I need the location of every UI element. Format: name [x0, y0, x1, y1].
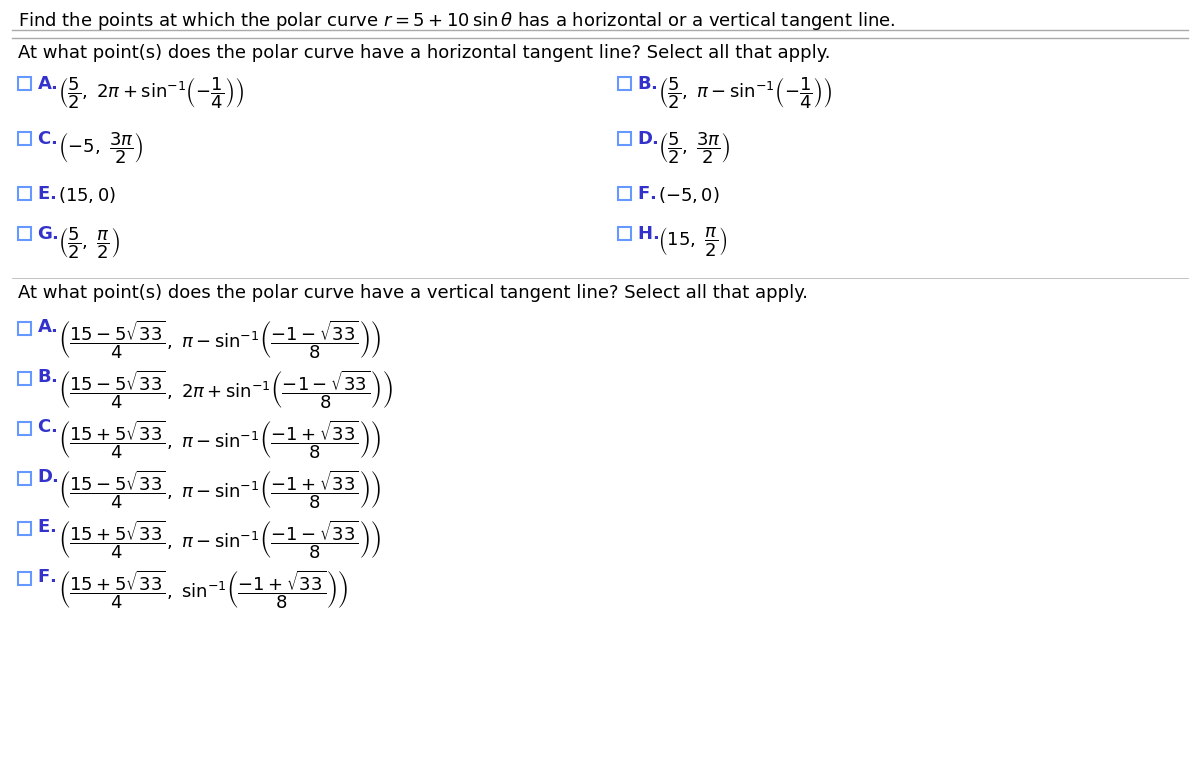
Text: $\left(15,\ \dfrac{\pi}{2}\right)$: $\left(15,\ \dfrac{\pi}{2}\right)$ [658, 225, 727, 258]
Text: $\mathbf{A.}$: $\mathbf{A.}$ [37, 75, 58, 93]
Bar [18, 372, 31, 385]
Text: $\left(\dfrac{5}{2},\ \dfrac{3\pi}{2}\right)$: $\left(\dfrac{5}{2},\ \dfrac{3\pi}{2}\ri… [658, 130, 731, 166]
Bar [618, 227, 631, 240]
Text: $\mathbf{H.}$: $\mathbf{H.}$ [637, 225, 659, 243]
Text: $\mathbf{C.}$: $\mathbf{C.}$ [37, 418, 58, 436]
Text: $\mathbf{A.}$: $\mathbf{A.}$ [37, 318, 58, 336]
Text: $\mathbf{B.}$: $\mathbf{B.}$ [37, 368, 58, 386]
Text: $\left(\dfrac{5}{2},\ \dfrac{\pi}{2}\right)$: $\left(\dfrac{5}{2},\ \dfrac{\pi}{2}\rig… [58, 225, 120, 261]
Text: $\left(\dfrac{5}{2},\ \pi - \sin^{-1}\!\left(-\dfrac{1}{4}\right)\right)$: $\left(\dfrac{5}{2},\ \pi - \sin^{-1}\!\… [658, 75, 833, 110]
Text: $\mathbf{D.}$: $\mathbf{D.}$ [637, 130, 659, 148]
Text: $\left(\dfrac{15-5\sqrt{33}}{4},\ \pi - \sin^{-1}\!\left(\dfrac{-1-\sqrt{33}}{8}: $\left(\dfrac{15-5\sqrt{33}}{4},\ \pi - … [58, 318, 382, 360]
Text: $\left(\dfrac{5}{2},\ 2\pi + \sin^{-1}\!\left(-\dfrac{1}{4}\right)\right)$: $\left(\dfrac{5}{2},\ 2\pi + \sin^{-1}\!… [58, 75, 244, 110]
Text: $(15, 0)$: $(15, 0)$ [58, 185, 116, 205]
Text: $\mathbf{G.}$: $\mathbf{G.}$ [37, 225, 59, 243]
Bar [618, 187, 631, 200]
Bar [18, 227, 31, 240]
Bar [18, 187, 31, 200]
Text: $\mathbf{B.}$: $\mathbf{B.}$ [637, 75, 658, 93]
Bar [18, 322, 31, 335]
Text: At what point(s) does the polar curve have a vertical tangent line? Select all t: At what point(s) does the polar curve ha… [18, 284, 808, 302]
Text: $\mathbf{E.}$: $\mathbf{E.}$ [37, 518, 56, 536]
Bar [18, 422, 31, 435]
Bar [18, 77, 31, 90]
Text: $\left(-5,\ \dfrac{3\pi}{2}\right)$: $\left(-5,\ \dfrac{3\pi}{2}\right)$ [58, 130, 144, 166]
Text: $\left(\dfrac{15+5\sqrt{33}}{4},\ \pi - \sin^{-1}\!\left(\dfrac{-1-\sqrt{33}}{8}: $\left(\dfrac{15+5\sqrt{33}}{4},\ \pi - … [58, 518, 382, 561]
Bar [18, 132, 31, 145]
Bar [618, 132, 631, 145]
Bar [618, 77, 631, 90]
Text: $\mathbf{C.}$: $\mathbf{C.}$ [37, 130, 58, 148]
Text: $\mathbf{F.}$: $\mathbf{F.}$ [37, 568, 56, 586]
Bar [18, 572, 31, 585]
Bar [18, 522, 31, 535]
Text: At what point(s) does the polar curve have a horizontal tangent line? Select all: At what point(s) does the polar curve ha… [18, 44, 830, 62]
Text: $(-5, 0)$: $(-5, 0)$ [658, 185, 720, 205]
Text: $\mathbf{D.}$: $\mathbf{D.}$ [37, 468, 59, 486]
Text: $\mathbf{E.}$: $\mathbf{E.}$ [37, 185, 56, 203]
Bar [18, 472, 31, 485]
Text: Find the points at which the polar curve $r = 5 + 10\,\sin\theta$ has a horizont: Find the points at which the polar curve… [18, 10, 895, 32]
Text: $\left(\dfrac{15-5\sqrt{33}}{4},\ \pi - \sin^{-1}\!\left(\dfrac{-1+\sqrt{33}}{8}: $\left(\dfrac{15-5\sqrt{33}}{4},\ \pi - … [58, 468, 382, 511]
Text: $\left(\dfrac{15+5\sqrt{33}}{4},\ \sin^{-1}\!\left(\dfrac{-1+\sqrt{33}}{8}\right: $\left(\dfrac{15+5\sqrt{33}}{4},\ \sin^{… [58, 568, 348, 611]
Text: $\mathbf{F.}$: $\mathbf{F.}$ [637, 185, 656, 203]
Text: $\left(\dfrac{15-5\sqrt{33}}{4},\ 2\pi + \sin^{-1}\!\left(\dfrac{-1-\sqrt{33}}{8: $\left(\dfrac{15-5\sqrt{33}}{4},\ 2\pi +… [58, 368, 392, 410]
Text: $\left(\dfrac{15+5\sqrt{33}}{4},\ \pi - \sin^{-1}\!\left(\dfrac{-1+\sqrt{33}}{8}: $\left(\dfrac{15+5\sqrt{33}}{4},\ \pi - … [58, 418, 382, 461]
